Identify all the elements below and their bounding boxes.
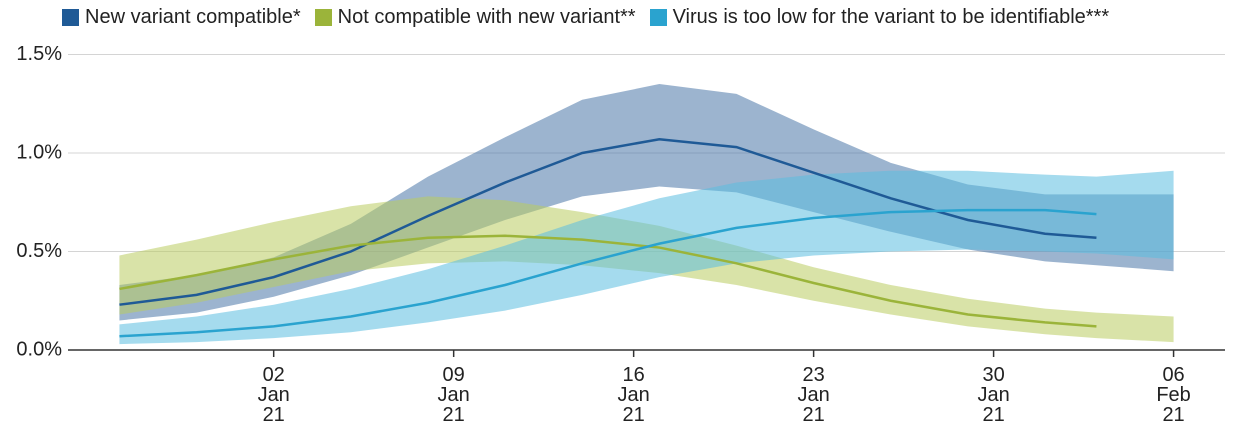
legend-label: Not compatible with new variant** <box>337 6 636 28</box>
x-tick-label: 30 Jan 21 <box>977 364 1010 426</box>
line <box>119 234 1097 328</box>
legend-item: New variant compatible* <box>62 6 301 29</box>
x-tick-label: 06 Feb 21 <box>1156 364 1191 426</box>
legend-item: Virus is too low for the variant to be i… <box>649 6 1110 29</box>
legend-label: Virus is too low for the variant to be i… <box>672 6 1110 28</box>
x-tick-label: 09 Jan 21 <box>437 364 470 426</box>
x-tick-label: 16 Jan 21 <box>617 364 650 426</box>
y-tick-label: 1.5% <box>16 43 62 65</box>
legend-label: New variant compatible* <box>85 6 301 28</box>
y-tick-label: 0.5% <box>16 240 62 262</box>
y-tick-label: 0.0% <box>16 338 62 360</box>
legend-swatch <box>314 9 332 26</box>
x-tick-label: 23 Jan 21 <box>797 364 830 426</box>
x-tick-label: 02 Jan 21 <box>257 364 290 426</box>
legend-swatch <box>62 9 79 26</box>
legend: New variant compatible* Not compatible wi… <box>62 6 1109 29</box>
confidence-band <box>119 170 1174 345</box>
line <box>119 208 1097 338</box>
legend-item: Not compatible with new variant** <box>314 6 636 29</box>
legend-swatch <box>649 9 667 26</box>
line <box>119 137 1097 306</box>
y-tick-label: 1.0% <box>16 141 62 163</box>
